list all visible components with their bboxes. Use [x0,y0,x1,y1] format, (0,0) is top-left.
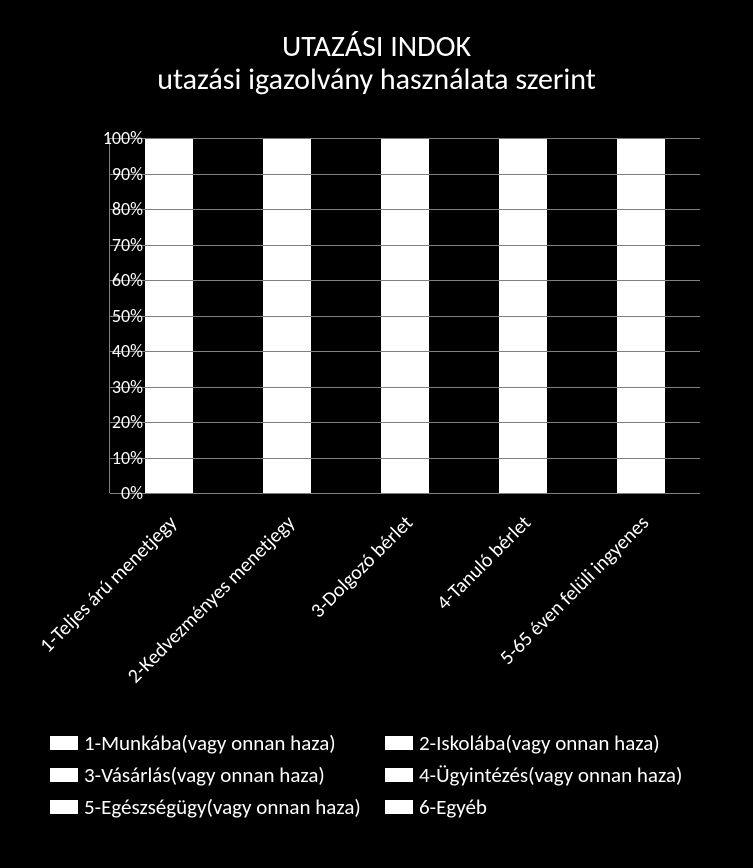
chart-title-block: UTAZÁSI INDOK utazási igazolvány használ… [10,10,743,96]
ytick-label: 100% [83,127,143,149]
ytick-label: 10% [83,447,143,469]
legend-item-5: 5-Egészségügy(vagy onnan haza) [50,794,385,820]
legend-item-6: 6-Egyéb [385,794,720,820]
ytick-label: 90% [83,163,143,185]
ytick-label: 20% [83,411,143,433]
gridline [110,138,700,139]
legend-swatch-3 [50,768,78,782]
legend-label-4: 4-Ügyintézés(vagy onnan haza) [419,762,682,788]
legend-swatch-2 [385,736,413,750]
gridline [110,493,700,494]
gridline [110,316,700,317]
legend-item-3: 3-Vásárlás(vagy onnan haza) [50,762,385,788]
ytick-label: 60% [83,269,143,291]
xtick-label: 4-Tanuló bérlet [432,511,536,615]
ytick-label: 40% [83,340,143,362]
chart-title-line2: utazási igazolvány használata szerint [10,63,743,96]
legend-label-3: 3-Vásárlás(vagy onnan haza) [84,762,325,788]
ytick-label: 30% [83,376,143,398]
chart-title-line1: UTAZÁSI INDOK [10,30,743,63]
gridline [110,174,700,175]
legend-label-5: 5-Egészségügy(vagy onnan haza) [84,794,361,820]
legend-item-2: 2-Iskolába(vagy onnan haza) [385,730,720,756]
legend-label-2: 2-Iskolába(vagy onnan haza) [419,730,660,756]
gridline [110,422,700,423]
ytick-label: 50% [83,305,143,327]
legend-swatch-1 [50,736,78,750]
gridline [110,245,700,246]
gridline [110,351,700,352]
ytick-label: 80% [83,198,143,220]
ytick-label: 70% [83,234,143,256]
legend-swatch-6 [385,800,413,814]
legend: 1-Munkába(vagy onnan haza) 2-Iskolába(va… [50,730,720,826]
gridline [110,280,700,281]
gridline [110,458,700,459]
plot-area [110,138,700,493]
legend-item-4: 4-Ügyintézés(vagy onnan haza) [385,762,720,788]
legend-label-6: 6-Egyéb [419,794,487,820]
legend-swatch-5 [50,800,78,814]
xtick-label: 3-Dolgozó bérlet [306,511,418,623]
chart-container: UTAZÁSI INDOK utazási igazolvány használ… [10,10,743,858]
gridline [110,209,700,210]
ytick-label: 0% [83,482,143,504]
legend-swatch-4 [385,768,413,782]
legend-item-1: 1-Munkába(vagy onnan haza) [50,730,385,756]
gridline [110,387,700,388]
legend-label-1: 1-Munkába(vagy onnan haza) [84,730,336,756]
